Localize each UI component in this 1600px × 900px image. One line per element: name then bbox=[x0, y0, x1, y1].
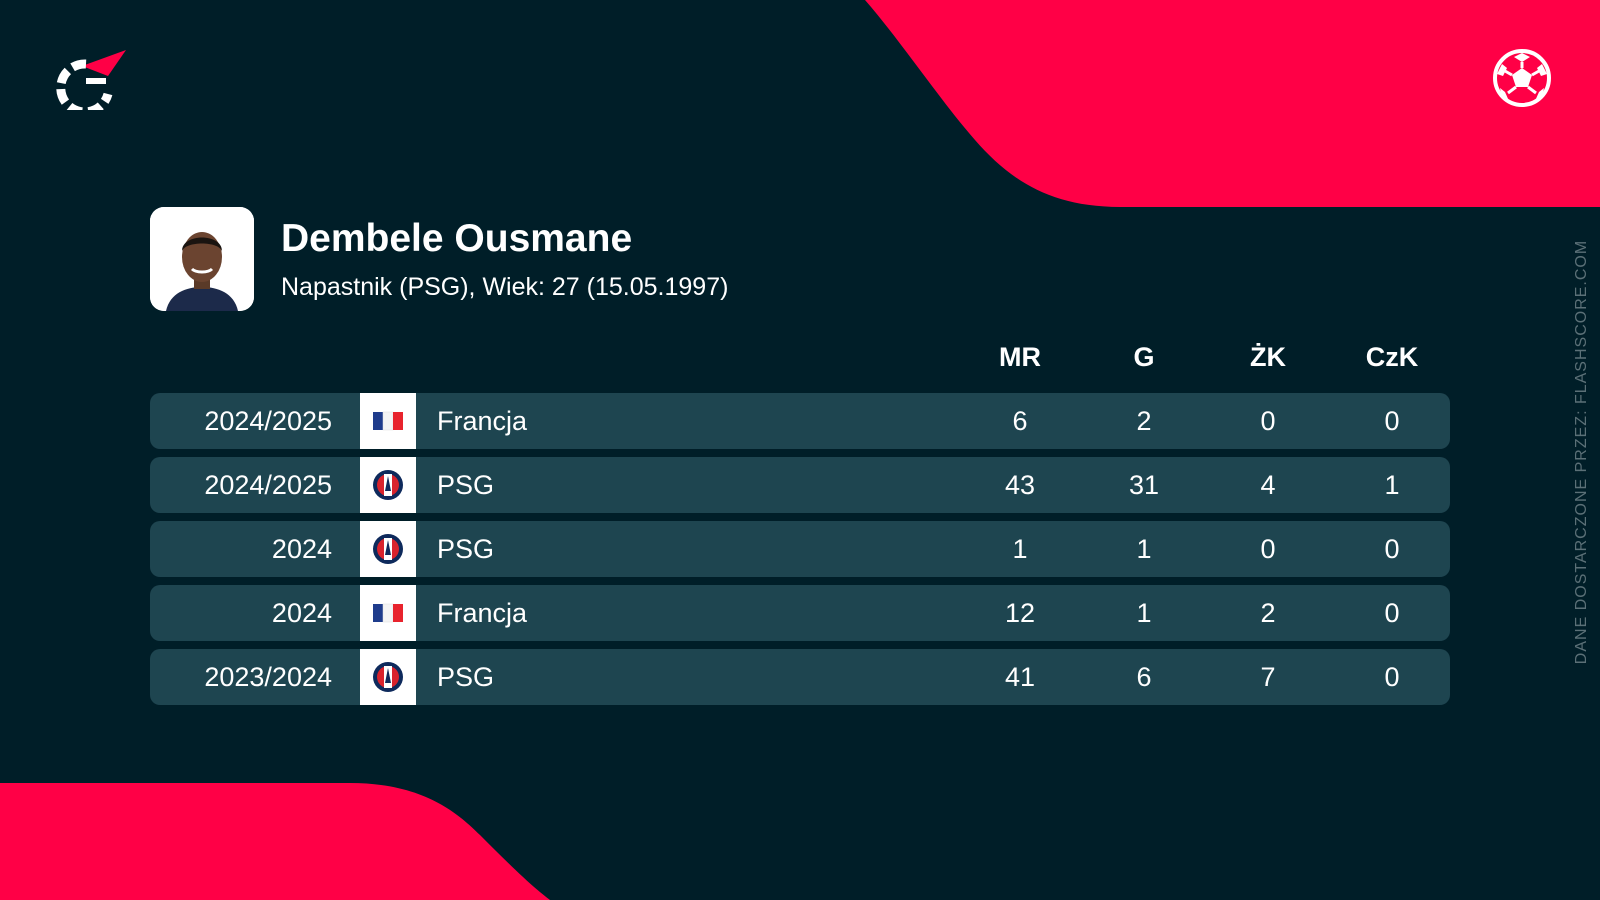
row-team: Francja bbox=[437, 406, 528, 436]
france-flag-icon bbox=[360, 585, 416, 641]
row-season: 2024/2025 bbox=[204, 406, 332, 436]
stats-table: 2024/2025 Francja 6 2 0 0 2024/2025 PSG … bbox=[150, 393, 1450, 713]
table-row: 2023/2024 PSG 41 6 7 0 bbox=[150, 649, 1450, 705]
row-season: 2023/2024 bbox=[204, 662, 332, 692]
row-team: Francja bbox=[437, 598, 528, 628]
column-header-czk: CzK bbox=[1365, 342, 1419, 372]
row-season: 2024/2025 bbox=[204, 470, 332, 500]
table-row: 2024/2025 Francja 6 2 0 0 bbox=[150, 393, 1450, 449]
table-row: 2024 Francja 12 1 2 0 bbox=[150, 585, 1450, 641]
player-avatar bbox=[150, 207, 254, 311]
france-flag-icon bbox=[360, 393, 416, 449]
row-stat-zk: 0 bbox=[1260, 406, 1276, 436]
bottom-left-accent-shape bbox=[0, 783, 550, 900]
row-team: PSG bbox=[437, 662, 495, 692]
psg-crest-icon bbox=[360, 649, 416, 705]
row-team: PSG bbox=[437, 470, 495, 500]
row-stat-mr: 12 bbox=[1004, 598, 1036, 628]
row-stat-g: 1 bbox=[1136, 534, 1152, 564]
flashscore-logo-icon bbox=[56, 50, 126, 110]
column-header-mr: MR bbox=[999, 342, 1041, 372]
player-name: Dembele Ousmane bbox=[281, 217, 633, 260]
row-stat-g: 31 bbox=[1128, 470, 1160, 500]
row-stat-mr: 6 bbox=[1012, 406, 1028, 436]
psg-crest-icon bbox=[360, 521, 416, 577]
row-season: 2024 bbox=[271, 598, 332, 628]
row-stat-czk: 0 bbox=[1384, 534, 1400, 564]
row-stat-mr: 43 bbox=[1004, 470, 1036, 500]
column-header-zk: ŻK bbox=[1250, 342, 1286, 372]
row-stat-g: 2 bbox=[1136, 406, 1152, 436]
row-stat-zk: 7 bbox=[1260, 662, 1276, 692]
table-row: 2024 PSG 1 1 0 0 bbox=[150, 521, 1450, 577]
row-stat-zk: 2 bbox=[1260, 598, 1276, 628]
row-stat-g: 6 bbox=[1136, 662, 1152, 692]
row-team: PSG bbox=[437, 534, 495, 564]
football-icon bbox=[1493, 49, 1551, 107]
row-stat-mr: 41 bbox=[1004, 662, 1036, 692]
player-photo-icon bbox=[150, 207, 254, 311]
row-stat-czk: 1 bbox=[1384, 470, 1400, 500]
row-stat-czk: 0 bbox=[1384, 406, 1400, 436]
player-meta: Napastnik (PSG), Wiek: 27 (15.05.1997) bbox=[281, 273, 729, 301]
column-header-g: G bbox=[1133, 342, 1155, 372]
row-season: 2024 bbox=[271, 534, 332, 564]
table-row: 2024/2025 PSG 43 31 4 1 bbox=[150, 457, 1450, 513]
data-credit: DANE DOSTARCZONE PRZEZ: FLASHSCORE.COM bbox=[1573, 239, 1590, 665]
row-stat-mr: 1 bbox=[1012, 534, 1028, 564]
top-right-accent-shape bbox=[865, 0, 1600, 207]
row-stat-zk: 0 bbox=[1260, 534, 1276, 564]
psg-crest-icon bbox=[360, 457, 416, 513]
row-stat-czk: 0 bbox=[1384, 662, 1400, 692]
row-stat-g: 1 bbox=[1136, 598, 1152, 628]
row-stat-czk: 0 bbox=[1384, 598, 1400, 628]
row-stat-zk: 4 bbox=[1260, 470, 1276, 500]
